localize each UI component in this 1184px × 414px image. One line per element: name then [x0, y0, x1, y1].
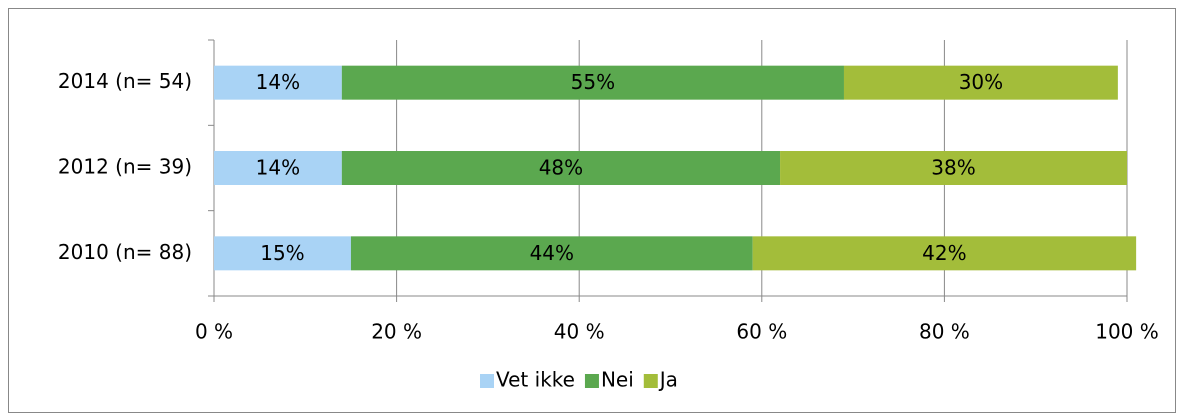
bar-segment — [214, 236, 351, 271]
bar-segment — [752, 236, 1137, 271]
bar-segment — [341, 151, 781, 185]
x-tick-label: 60 % — [736, 320, 787, 344]
data-label: 14% — [256, 70, 300, 94]
x-tick-label: 20 % — [371, 320, 422, 344]
data-label: 44% — [530, 241, 574, 265]
y-tick-label: 2010 (n= 88) — [58, 240, 192, 264]
legend-label: Vet ikke — [496, 368, 575, 392]
legend-swatch — [480, 374, 494, 388]
bar-segment — [843, 65, 1118, 100]
legend-label: Nei — [601, 368, 634, 392]
data-label: 42% — [922, 241, 966, 265]
data-label: 55% — [571, 70, 615, 94]
bar-segment — [214, 151, 342, 185]
y-tick-label: 2014 (n= 54) — [58, 69, 192, 93]
x-tick-label: 40 % — [554, 320, 605, 344]
x-tick-label: 100 % — [1095, 320, 1159, 344]
data-label: 14% — [256, 156, 300, 180]
data-label: 30% — [959, 70, 1003, 94]
y-tick-label: 2012 (n= 39) — [58, 155, 192, 179]
data-label: 15% — [260, 241, 304, 265]
bar-segment — [350, 236, 753, 271]
legend-swatch — [584, 374, 599, 388]
legend-swatch — [643, 374, 658, 388]
bar-segment — [214, 65, 342, 100]
legend-label: Ja — [658, 368, 678, 392]
bar-segment — [780, 151, 1127, 185]
x-tick-label: 80 % — [919, 320, 970, 344]
x-tick-label: 0 % — [195, 320, 233, 344]
bar-segment — [341, 65, 844, 100]
data-label: 48% — [539, 156, 583, 180]
data-label: 38% — [931, 156, 975, 180]
